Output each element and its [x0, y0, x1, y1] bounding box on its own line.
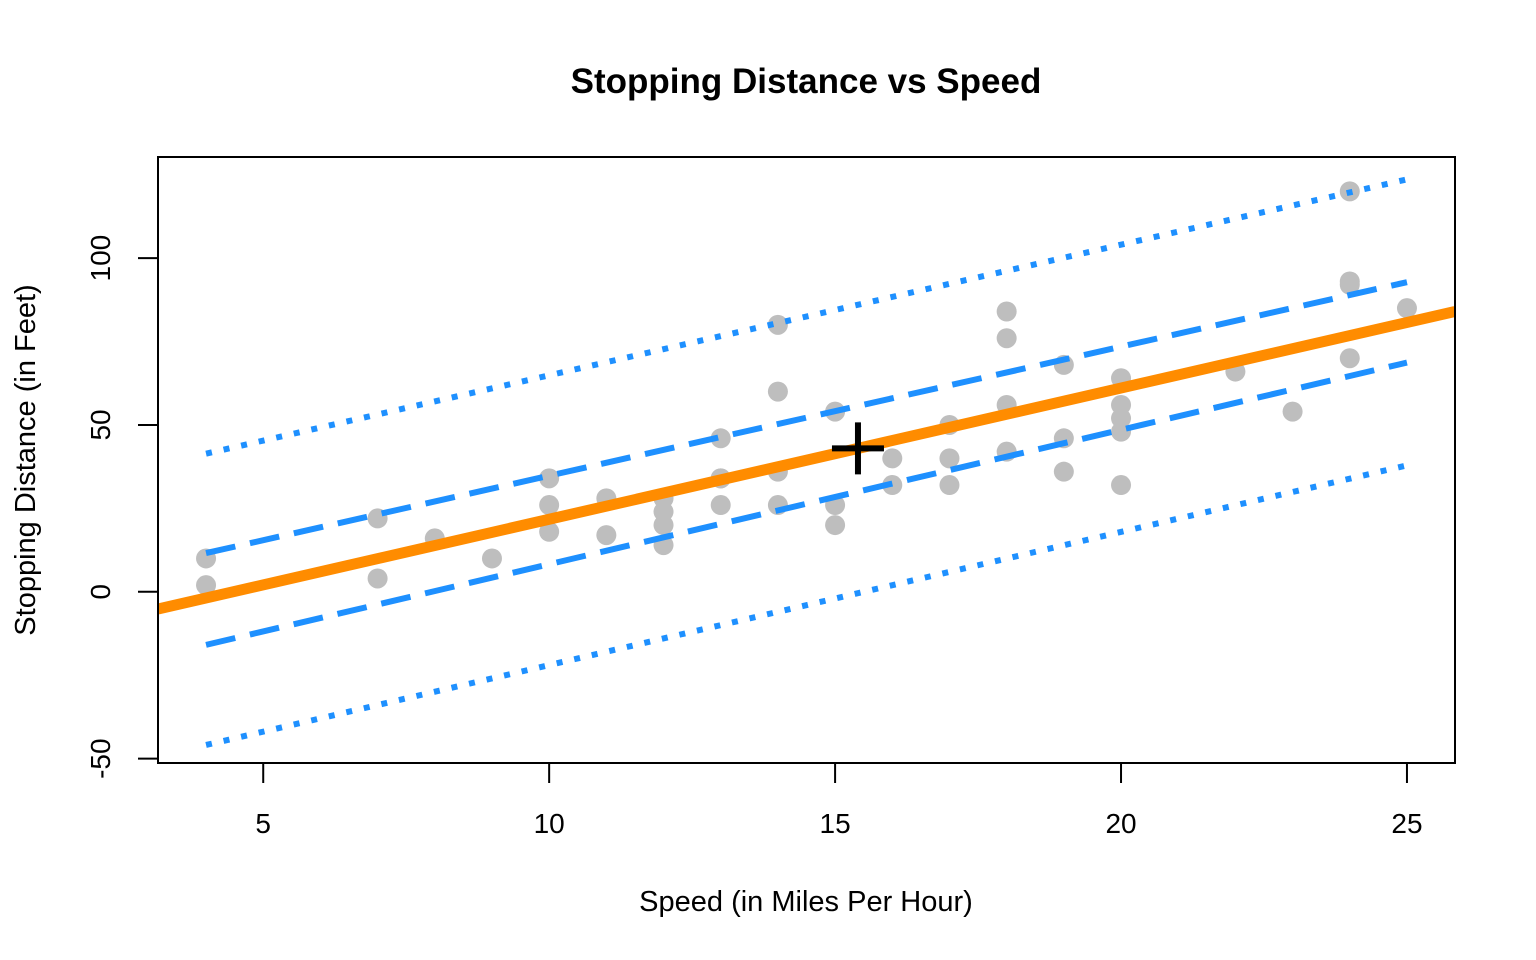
- data-point: [539, 468, 560, 489]
- data-point: [882, 448, 903, 469]
- x-tick-label: 15: [820, 808, 851, 839]
- x-axis: 5 10 15 20 25: [255, 762, 1423, 839]
- x-tick-label: 5: [255, 808, 271, 839]
- x-tick-label: 25: [1391, 808, 1422, 839]
- regression-line: [158, 306, 1455, 615]
- y-tick-label: 100: [85, 235, 116, 282]
- data-point: [996, 328, 1017, 349]
- x-tick-label: 20: [1105, 808, 1136, 839]
- data-point: [939, 448, 960, 469]
- data-point: [539, 495, 560, 516]
- data-point: [710, 428, 731, 449]
- confidence-band-lower-line: [205, 359, 1408, 648]
- data-point: [539, 521, 560, 542]
- data-point: [1053, 461, 1074, 482]
- y-axis-label: Stopping Distance (in Feet): [10, 284, 42, 635]
- data-point: [767, 314, 788, 335]
- y-axis: -50 0 50 100: [85, 235, 159, 779]
- data-point: [1339, 348, 1360, 369]
- data-point: [939, 475, 960, 496]
- prediction-band-upper-line: [205, 176, 1408, 457]
- data-point: [996, 301, 1017, 322]
- data-point: [825, 515, 846, 536]
- mean-point-marker: [831, 422, 884, 475]
- data-point: [596, 525, 617, 546]
- data-point: [481, 548, 502, 569]
- x-axis-label: Speed (in Miles Per Hour): [639, 886, 973, 918]
- data-point: [710, 495, 731, 516]
- x-tick-label: 10: [534, 808, 565, 839]
- y-tick-label: 50: [85, 409, 116, 440]
- data-point: [767, 381, 788, 402]
- chart-title: Stopping Distance vs Speed: [571, 62, 1042, 101]
- data-point: [1111, 394, 1132, 415]
- data-point: [1282, 401, 1303, 422]
- confidence-band-upper-line: [205, 279, 1408, 557]
- data-point: [196, 575, 217, 596]
- prediction-band-lower-line: [205, 462, 1408, 748]
- data-point: [1339, 271, 1360, 292]
- y-tick-label: 0: [85, 584, 116, 600]
- y-tick-label: -50: [85, 738, 116, 778]
- data-point: [367, 568, 388, 589]
- data-point: [1111, 475, 1132, 496]
- data-point: [1396, 298, 1417, 319]
